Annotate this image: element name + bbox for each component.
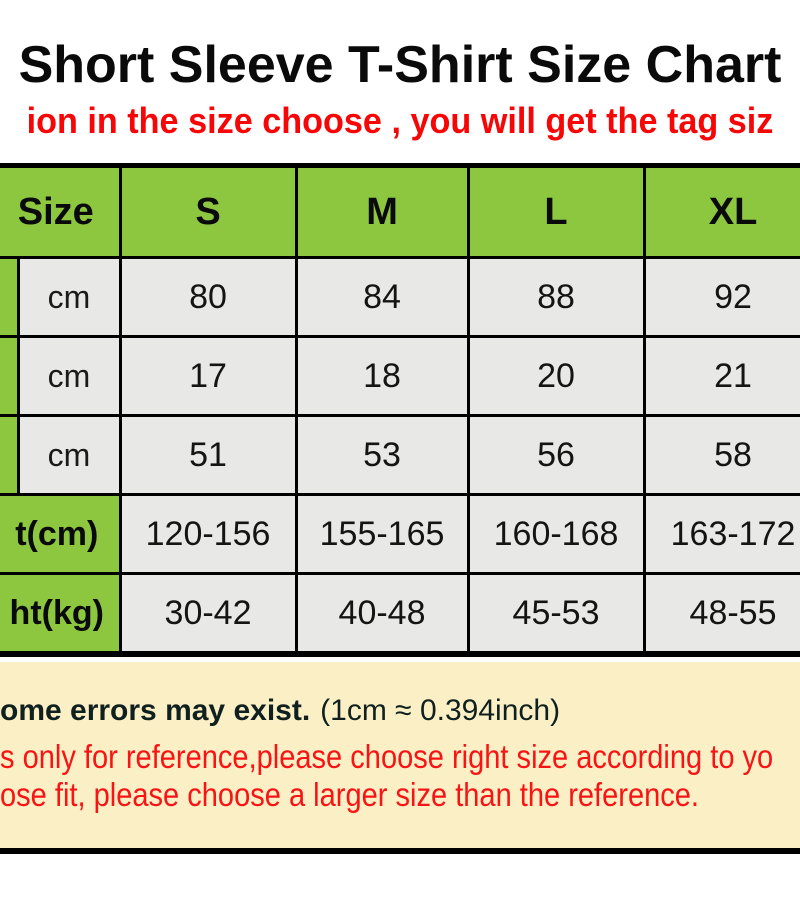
value-cell: 155-165 [294, 493, 470, 575]
value-cell: 51 [118, 414, 298, 496]
col-header-m: M [294, 163, 470, 259]
row-label-cell: t(cm) [0, 493, 122, 575]
value-cell: 56 [466, 414, 646, 496]
value-cell: 40-48 [294, 572, 470, 657]
size-header-cell: Size [0, 163, 122, 259]
size-chart-table: Size S M L XL cm 80 84 88 92 cm 17 18 20 [0, 163, 800, 657]
note-conversion-text: (1cm ≈ 0.394inch) [320, 694, 561, 727]
row-label-strip [0, 335, 20, 417]
size-header-label: Size [17, 190, 94, 233]
note-line-errors: ome errors may exist. (1cm ≈ 0.394inch) [0, 694, 560, 728]
unit-cell: cm [16, 256, 122, 338]
note-box: ome errors may exist. (1cm ≈ 0.394inch) s… [0, 662, 800, 854]
value-cell: 21 [642, 335, 800, 417]
table-row: cm 80 84 88 92 [0, 256, 800, 338]
row-label-text: t(cm) [15, 514, 99, 553]
value-cell: 17 [118, 335, 298, 417]
note-line-reference: s only for reference,please choose right… [0, 738, 774, 775]
table-row-weight: ht(kg) 30-42 40-48 45-53 48-55 [0, 572, 800, 657]
col-header-xl: XL [642, 163, 800, 259]
value-cell: 88 [466, 256, 646, 338]
note-errors-bold-text: ome errors may exist. [0, 694, 311, 727]
table-row: cm 51 53 56 58 [0, 414, 800, 496]
col-header-l: L [466, 163, 646, 259]
row-label-cell: ht(kg) [0, 572, 122, 657]
note-line-loose-fit: ose fit, please choose a larger size tha… [0, 776, 699, 813]
col-header-s: S [118, 163, 298, 259]
value-cell: 30-42 [118, 572, 298, 657]
table-row-height: t(cm) 120-156 155-165 160-168 163-172 [0, 493, 800, 575]
value-cell: 84 [294, 256, 470, 338]
value-cell: 92 [642, 256, 800, 338]
value-cell: 80 [118, 256, 298, 338]
value-cell: 160-168 [466, 493, 646, 575]
table-row: cm 17 18 20 21 [0, 335, 800, 417]
table-header-row: Size S M L XL [0, 163, 800, 259]
size-chart-table-wrapper: Size S M L XL cm 80 84 88 92 cm 17 18 20 [0, 163, 800, 663]
page-title: Short Sleeve T-Shirt Size Chart [18, 36, 782, 94]
value-cell: 45-53 [466, 572, 646, 657]
row-label-strip [0, 414, 20, 496]
value-cell: 58 [642, 414, 800, 496]
unit-cell: cm [16, 335, 122, 417]
value-cell: 20 [466, 335, 646, 417]
value-cell: 53 [294, 414, 470, 496]
unit-cell: cm [16, 414, 122, 496]
page-subtitle: ion in the size choose , you will get th… [26, 100, 774, 141]
value-cell: 120-156 [118, 493, 298, 575]
value-cell: 48-55 [642, 572, 800, 657]
value-cell: 18 [294, 335, 470, 417]
row-label-strip [0, 256, 20, 338]
row-label-text: ht(kg) [9, 593, 104, 632]
value-cell: 163-172 [642, 493, 800, 575]
